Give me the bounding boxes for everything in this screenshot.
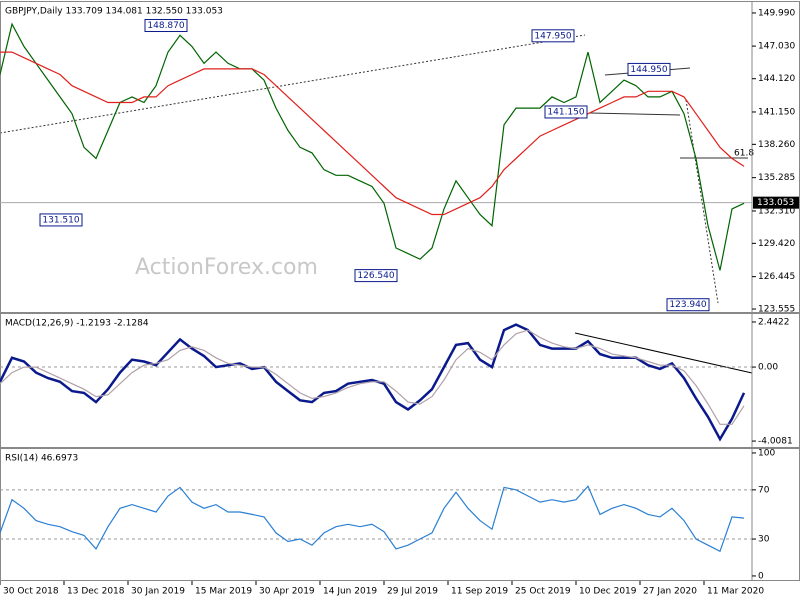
x-tick-label: 30 Oct 2018 — [3, 587, 59, 597]
y-tick-label: 2.4422 — [758, 317, 790, 327]
annotation-box — [627, 62, 671, 76]
x-tick-label: 13 Dec 2018 — [67, 587, 125, 597]
y-tick-label: 149.990 — [758, 8, 795, 18]
y-tick-label: 70 — [758, 485, 770, 495]
y-tick-label: 100 — [758, 448, 775, 458]
annotation-box — [544, 105, 588, 119]
x-tick-label: 30 Jan 2019 — [131, 587, 185, 597]
y-tick-label: 0.00 — [758, 363, 778, 373]
panel-title: GBPJPY,Daily 133.709 134.081 132.550 133… — [5, 7, 223, 17]
x-tick-label: 10 Dec 2019 — [579, 587, 637, 597]
trendline — [0, 34, 586, 134]
x-tick-label: 11 Sep 2019 — [451, 587, 508, 597]
y-tick-label: 141.150 — [758, 107, 795, 117]
series-line — [0, 485, 745, 553]
last-price-box — [753, 196, 799, 209]
y-tick-label: 0 — [758, 571, 764, 581]
x-tick-label: 29 Jul 2019 — [387, 587, 438, 597]
annotation-label: 144.950 — [630, 65, 667, 75]
x-tick-label: 27 Jan 2020 — [643, 587, 697, 597]
annotation-label: 147.950 — [534, 31, 571, 41]
trendline — [589, 112, 681, 116]
x-tick-label: 11 Mar 2020 — [707, 587, 764, 597]
y-tick-label: 147.030 — [758, 42, 795, 52]
annotation-label: 131.510 — [42, 215, 79, 225]
y-tick-label: 126.445 — [758, 272, 795, 282]
series-line — [0, 323, 746, 442]
series-line — [0, 22, 745, 271]
y-tick-label: 135.285 — [758, 173, 795, 183]
fib-label: 61.8 — [734, 149, 754, 159]
annotation-box — [144, 19, 188, 33]
annotation-box — [666, 298, 710, 312]
series-line — [0, 329, 745, 425]
y-tick-label: 144.120 — [758, 74, 795, 84]
y-tick-label: 30 — [758, 535, 770, 545]
panel-title: MACD(12,26,9) -1.2193 -2.1284 — [5, 319, 149, 329]
annotation-label: 148.870 — [147, 21, 184, 31]
y-tick-label: -4.0081 — [758, 437, 793, 447]
panel-title: RSI(14) 46.6973 — [5, 454, 78, 464]
x-tick-label: 30 Apr 2019 — [259, 587, 315, 597]
series-line — [0, 51, 745, 216]
annotation-label: 141.150 — [547, 107, 584, 117]
x-tick-label: 14 Jun 2019 — [323, 587, 377, 597]
y-tick-label: 132.310 — [758, 206, 795, 216]
annotation-box — [39, 213, 83, 227]
x-tick-label: 15 Mar 2019 — [195, 587, 252, 597]
last-price-label: 133.053 — [757, 198, 794, 208]
annotation-label: 126.540 — [357, 271, 394, 281]
y-tick-label: 138.260 — [758, 140, 795, 150]
macd-trendline — [574, 332, 753, 374]
x-tick-label: 25 Oct 2019 — [515, 587, 571, 597]
annotation-box — [531, 29, 575, 43]
annotation-label: 123.940 — [669, 300, 706, 310]
annotation-box — [354, 269, 398, 283]
y-tick-label: 123.555 — [758, 305, 795, 315]
y-tick-label: 129.420 — [758, 239, 795, 249]
watermark: ActionForex.com — [135, 255, 318, 280]
